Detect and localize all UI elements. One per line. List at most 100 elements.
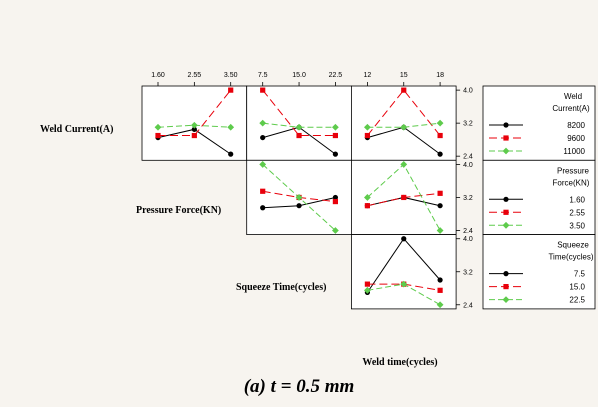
y-tick-label: 3.2: [463, 269, 473, 276]
x-axis-label: Weld time(cycles): [362, 357, 438, 368]
y-tick-label: 4.0: [463, 236, 473, 243]
legend-swatch-marker: [503, 122, 509, 128]
data-point: [332, 123, 339, 131]
x-tick-label: 7.5: [258, 72, 268, 79]
data-point: [191, 126, 197, 132]
x-tick-label: 15: [400, 72, 408, 79]
x-tick-label: 1.60: [151, 72, 165, 79]
data-point: [436, 119, 444, 127]
legend-swatch-marker: [502, 147, 510, 155]
legend-entry: 9600: [567, 134, 585, 143]
data-point: [332, 151, 338, 157]
data-point: [191, 132, 197, 139]
legend-swatch-marker: [503, 196, 509, 202]
data-point: [155, 132, 161, 139]
data-point: [332, 194, 338, 201]
data-point: [437, 132, 443, 139]
data-point: [436, 227, 444, 234]
y-tick-label: 3.2: [463, 195, 473, 202]
legend-swatch-marker: [502, 296, 510, 303]
legend-box: [482, 85, 596, 161]
panel-frame-2-2: [350, 234, 457, 310]
data-point: [227, 123, 235, 131]
data-point: [295, 123, 303, 131]
data-point: [400, 161, 408, 168]
data-point: [364, 286, 371, 294]
legend-title: Pressure: [557, 166, 590, 175]
legend-entry: 2.55: [569, 208, 585, 217]
data-point: [260, 87, 266, 93]
legend-swatch-marker: [503, 209, 509, 215]
legend-box: [482, 234, 596, 310]
data-point: [364, 281, 370, 287]
legend-swatch-marker: [503, 135, 509, 141]
legend-entry: 22.5: [569, 296, 585, 305]
x-tick-label: 12: [364, 72, 372, 79]
data-point: [332, 227, 339, 234]
y-tick-label: 2.4: [463, 154, 473, 161]
row-factor-label: Pressure Force(KN): [136, 205, 221, 216]
data-point: [437, 151, 443, 157]
data-point: [296, 203, 302, 209]
legend-swatch-marker: [503, 284, 509, 290]
y-tick-label: 3.2: [463, 121, 473, 128]
x-tick-label: 3.50: [224, 72, 238, 79]
data-point: [260, 205, 266, 211]
legend-entry: 3.50: [569, 221, 585, 230]
data-point: [228, 87, 234, 93]
data-point: [436, 301, 444, 309]
data-point: [154, 123, 162, 131]
x-tick-label: 2.55: [188, 72, 202, 79]
data-point: [332, 198, 338, 205]
y-tick-label: 4.0: [463, 88, 473, 95]
legend-swatch-marker: [503, 271, 509, 277]
legend-title: Time(cycles): [548, 253, 593, 262]
legend-entry: 15.0: [569, 283, 585, 292]
legend-swatch-marker: [502, 221, 510, 229]
data-point: [364, 194, 371, 201]
legend-entry: 8200: [567, 121, 585, 130]
row-factor-label: Weld Current(A): [40, 124, 113, 135]
data-point: [228, 151, 234, 157]
series-line-9600: [367, 89, 441, 136]
data-point: [401, 194, 407, 201]
legend-entry: 11000: [563, 147, 585, 156]
data-point: [437, 203, 443, 209]
data-point: [190, 121, 198, 129]
data-point: [260, 134, 266, 141]
data-point: [295, 194, 303, 201]
data-point: [437, 287, 443, 293]
data-point: [401, 87, 407, 93]
x-tick-label: 18: [436, 72, 444, 79]
legend-title: Squeeze: [557, 241, 589, 250]
data-point: [364, 132, 370, 139]
data-point: [400, 123, 408, 131]
data-point: [364, 123, 371, 131]
data-point: [364, 203, 370, 209]
row-factor-label: Squeeze Time(cycles): [236, 282, 326, 293]
data-point: [296, 132, 302, 139]
data-point: [260, 188, 266, 194]
data-point: [332, 132, 338, 139]
legend-title: Current(A): [552, 104, 590, 113]
legend-title: Weld: [564, 92, 582, 101]
legend-title: Force(KN): [553, 178, 590, 187]
y-tick-label: 4.0: [463, 162, 473, 169]
x-tick-label: 22.5: [329, 72, 343, 79]
data-point: [437, 190, 443, 196]
legend-entry: 7.5: [574, 270, 586, 279]
data-point: [259, 161, 267, 168]
legend-box: [482, 159, 596, 236]
y-tick-label: 2.4: [463, 228, 473, 235]
figure-caption: (a) t = 0.5 mm: [243, 376, 355, 397]
x-tick-label: 15.0: [292, 72, 306, 79]
data-point: [437, 277, 443, 283]
y-tick-label: 2.4: [463, 302, 473, 309]
data-point: [401, 236, 407, 242]
legend-entry: 1.60: [569, 195, 585, 204]
data-point: [259, 119, 267, 127]
series-line-9600: [262, 89, 336, 137]
data-point: [400, 280, 408, 288]
